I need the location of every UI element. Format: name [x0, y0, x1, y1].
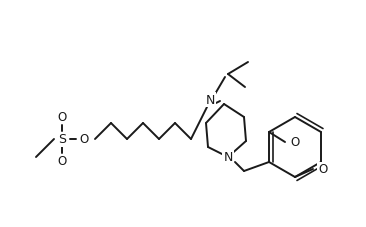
Text: O: O [57, 111, 67, 124]
Text: O: O [290, 136, 300, 149]
Text: N: N [205, 93, 215, 106]
Text: O: O [318, 163, 328, 176]
Text: O: O [57, 155, 67, 168]
Text: S: S [58, 133, 66, 146]
Text: N: N [223, 151, 233, 164]
Text: O: O [79, 133, 89, 146]
